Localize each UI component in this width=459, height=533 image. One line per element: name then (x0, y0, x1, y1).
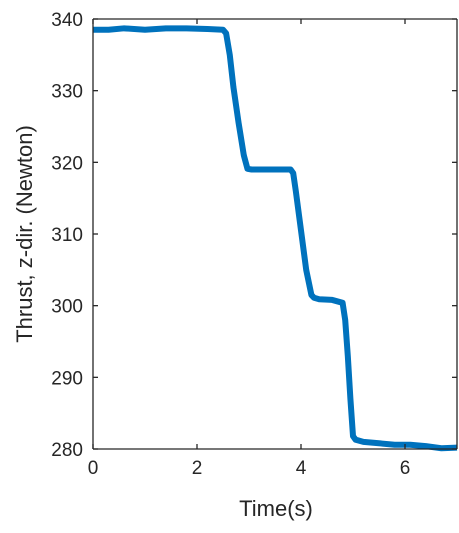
y-tick-label: 300 (51, 297, 83, 318)
y-axis-label: Thrust, z-dir. (Newton) (12, 125, 37, 343)
y-tick-label: 330 (51, 82, 83, 103)
y-tick-label: 310 (51, 225, 83, 246)
data-layer (93, 25, 458, 452)
y-tick-label: 340 (51, 10, 83, 31)
y-tick-label: 280 (51, 440, 83, 461)
x-tick-label: 0 (88, 458, 99, 479)
series-line-0 (93, 25, 458, 452)
x-axis-label: Time(s) (239, 496, 313, 521)
y-tick-label: 290 (51, 368, 83, 389)
x-tick-label: 4 (296, 458, 307, 479)
x-tick-label: 2 (192, 458, 203, 479)
tick-layer: 0 2 4 6 280 290 300 310 320 330 340 (51, 10, 457, 479)
x-tick-label: 6 (400, 458, 411, 479)
y-tick-label: 320 (51, 153, 83, 174)
plot-background (93, 19, 457, 449)
